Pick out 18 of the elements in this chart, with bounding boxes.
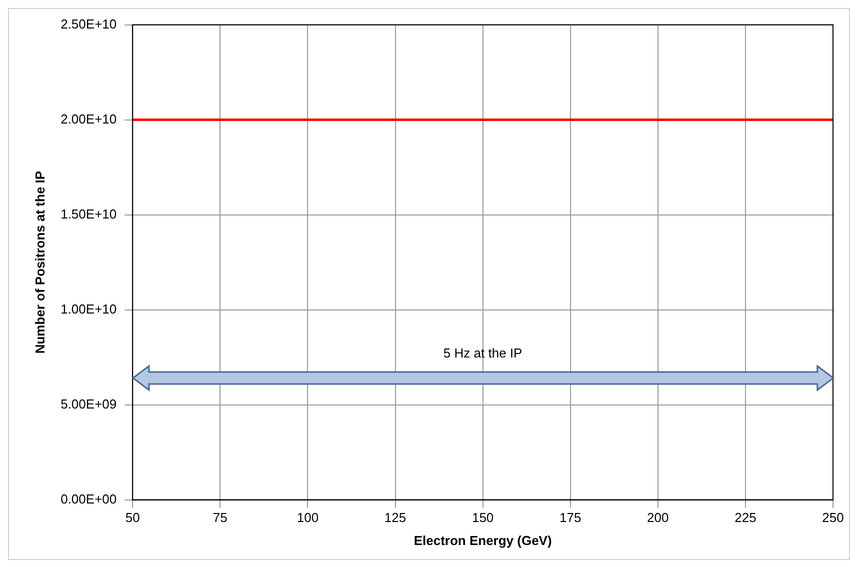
y-tick-label: 1.50E+10 (60, 206, 117, 222)
y-axis-title: Number of Positrons at the IP (32, 170, 48, 354)
x-tick-label: 175 (560, 510, 582, 526)
x-tick-label: 200 (647, 510, 669, 526)
y-tick-label: 2.00E+10 (60, 111, 117, 126)
y-tick-label: 2.50E+10 (60, 16, 117, 32)
x-tick-label: 50 (125, 510, 140, 526)
y-tick-label: 5.00E+09 (60, 396, 117, 412)
x-axis-title: Electron Energy (GeV) (414, 532, 552, 548)
y-tick-label: 1.00E+10 (60, 301, 117, 316)
y-tick-label: 0.00E+00 (60, 491, 117, 506)
x-tick-label: 125 (384, 510, 406, 526)
x-tick-label: 100 (296, 510, 319, 526)
annotation: 5 Hz at the IP (443, 345, 522, 360)
x-tick-label: 225 (734, 510, 756, 526)
x-tick-label: 75 (212, 510, 228, 526)
x-tick-label: 250 (822, 510, 844, 526)
x-tick-label: 150 (472, 510, 494, 526)
